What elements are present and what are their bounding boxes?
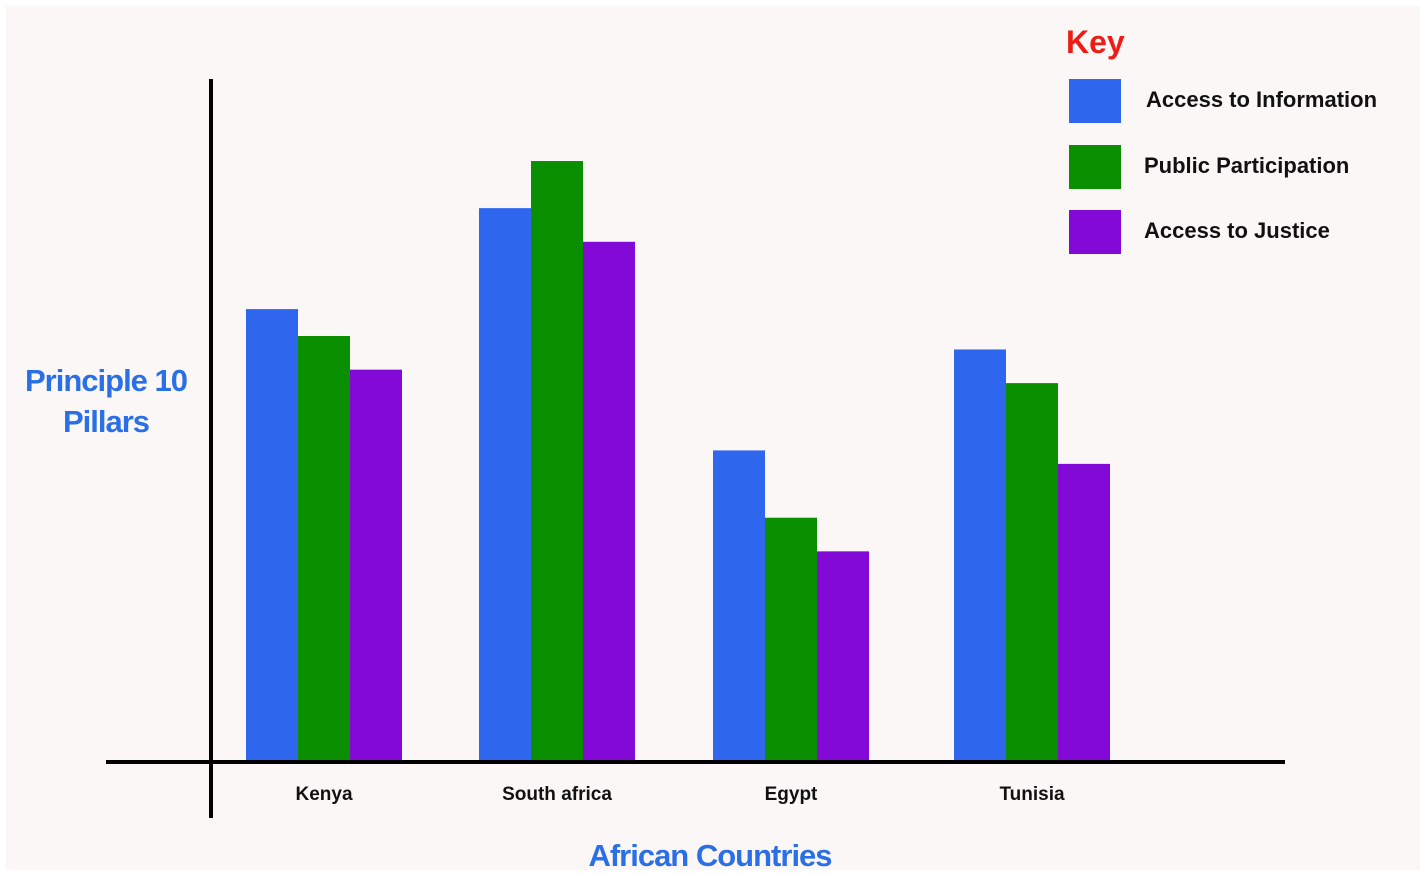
- bar-kenya-access-to-justice: [350, 369, 402, 760]
- legend-label: Access to Information: [1146, 87, 1378, 112]
- x-tick-label: Egypt: [765, 784, 818, 805]
- bar-kenya-access-to-information: [246, 309, 298, 760]
- x-tick-labels: Kenya South africa Egypt Tunisia: [295, 784, 1064, 805]
- bar-kenya-public-participation: [298, 336, 350, 760]
- bar-egypt-access-to-justice: [817, 551, 869, 760]
- legend-item-access-to-justice: Access to Justice: [1069, 210, 1420, 254]
- legend-item-access-to-information: Access to Information: [1069, 79, 1420, 123]
- legend-title: Key: [1066, 24, 1125, 60]
- bar-south-africa-access-to-information: [479, 208, 531, 760]
- legend-swatch: [1069, 210, 1121, 254]
- bars-layer: [246, 161, 1110, 761]
- bar-egypt-access-to-information: [713, 450, 765, 760]
- bar-tunisia-access-to-justice: [1058, 463, 1110, 760]
- x-axis-title: African Countries: [588, 838, 832, 873]
- bar-egypt-public-participation: [765, 517, 817, 760]
- legend-swatch: [1069, 79, 1121, 123]
- bar-tunisia-public-participation: [1006, 383, 1058, 760]
- bar-south-africa-public-participation: [531, 161, 583, 760]
- bar-south-africa-access-to-justice: [583, 241, 635, 761]
- legend-item-public-participation: Public Participation: [1069, 145, 1420, 189]
- x-tick-label: South africa: [502, 784, 612, 805]
- y-axis-title: Principle 10 Pillars: [24, 363, 188, 439]
- legend-swatch: [1069, 145, 1121, 189]
- x-tick-label: Kenya: [295, 784, 352, 805]
- x-tick-label: Tunisia: [999, 784, 1065, 805]
- legend-label: Public Participation: [1144, 153, 1350, 178]
- legend-label: Access to Justice: [1144, 218, 1330, 243]
- bar-tunisia-access-to-information: [954, 349, 1006, 760]
